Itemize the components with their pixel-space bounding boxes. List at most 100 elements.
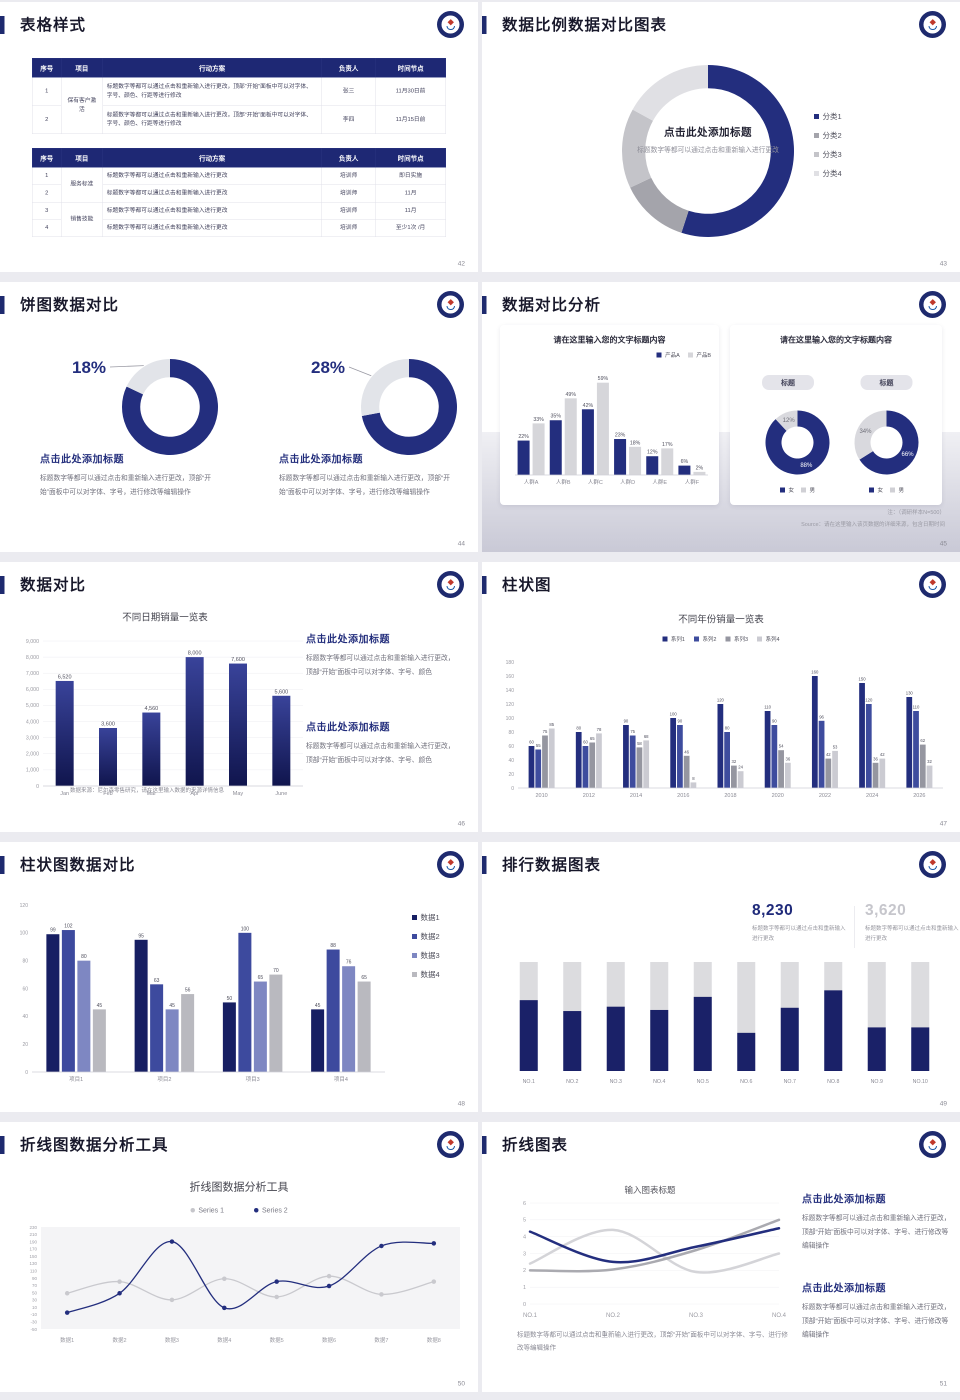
svg-text:160: 160: [811, 670, 819, 675]
donut-center-text: 点击此处添加标题 标题数字等都可以通过点击和重新输入进行更改: [637, 126, 779, 154]
school-badge-icon: [437, 571, 464, 598]
page-number: 44: [457, 539, 465, 548]
svg-text:180: 180: [506, 660, 515, 666]
slide-header: 数据对比: [0, 571, 478, 598]
svg-text:99: 99: [50, 928, 56, 934]
svg-text:2014: 2014: [630, 793, 642, 799]
table-row: 4 标题数字等都可以通过点击和重新输入进行更改 培训师 至少1次 /月: [32, 219, 446, 238]
legend-item: 女: [869, 486, 883, 494]
svg-text:102: 102: [64, 924, 73, 930]
svg-text:24: 24: [738, 765, 743, 770]
slide-51[interactable]: 折线图表 输入图表标题 0 1 2 3 4 5 6 NO.1 NO.2 NO.3 NO.4 标题数字…: [482, 1122, 960, 1392]
svg-text:20: 20: [508, 772, 514, 778]
svg-text:88: 88: [330, 943, 336, 949]
svg-text:3: 3: [523, 1251, 526, 1257]
slide-title: 排行数据图表: [502, 856, 601, 874]
svg-text:2: 2: [523, 1268, 526, 1274]
bar-card: 请在这里输入您的文字标题内容 产品A 产品B 22% 33% 人群A 35% 49% 人群B…: [500, 325, 719, 505]
svg-text:5,000: 5,000: [26, 703, 39, 709]
svg-text:34%: 34%: [859, 429, 872, 435]
slide-title: 数据比例数据对比图表: [502, 16, 667, 34]
svg-text:数据1: 数据1: [60, 1336, 74, 1344]
title-accent-bar: [482, 576, 487, 594]
stat-secondary: 3,620 标题数字等都可以通过点击和重新输入进行更改: [865, 901, 959, 942]
slide-42[interactable]: 表格样式 序号 项目 行动方案 负责人 时间节点 1 保有客户激活 标题数字等都可以通过点击…: [0, 2, 478, 272]
svg-text:人群A: 人群A: [524, 478, 539, 486]
slide-43[interactable]: 数据比例数据对比图表 点击此处添加标题 标题数字等都可以通过点击和重新输入进行更…: [482, 2, 960, 272]
table-row: 3 销售技能 标题数字等都可以通过点击和重新输入进行更改 培训师 11月: [32, 201, 446, 238]
svg-text:2010: 2010: [535, 793, 547, 799]
svg-text:28%: 28%: [311, 358, 345, 377]
page-number: 46: [457, 819, 465, 828]
svg-text:人群F: 人群F: [685, 478, 700, 486]
svg-text:4: 4: [523, 1234, 526, 1240]
svg-text:NO.10: NO.10: [913, 1079, 928, 1085]
school-badge-icon: [437, 291, 464, 318]
svg-text:数据7: 数据7: [374, 1336, 388, 1344]
table-row: 2 标题数字等都可以通过点击和重新输入进行更改，顶部“开始”面板中可以对字体、字号…: [32, 105, 446, 135]
slide-46[interactable]: 数据对比 不同日期销量一览表 0 1,000 2,000 3,000 4,000 5,00…: [0, 562, 478, 832]
svg-text:45: 45: [315, 1003, 321, 1009]
school-badge-icon: [919, 1131, 946, 1158]
slide-45[interactable]: 数据对比分析 请在这里输入您的文字标题内容 产品A 产品B 22% 33% 人群A 35…: [482, 282, 960, 552]
legend-item: 产品A: [656, 351, 680, 359]
slide-header: 数据对比分析: [482, 291, 960, 318]
slide-49[interactable]: 排行数据图表 8,230 标题数字等都可以通过点击和重新输入进行更改 3,620…: [482, 842, 960, 1112]
slide-44[interactable]: 饼图数据对比 18% 点击此处添加标题 标题数字等都可以通过点击和重新输入进行更…: [0, 282, 478, 552]
title-accent-bar: [0, 1136, 5, 1154]
svg-text:60: 60: [529, 740, 534, 745]
svg-text:40: 40: [508, 758, 514, 764]
svg-text:项目4: 项目4: [334, 1076, 348, 1083]
title-accent-bar: [0, 576, 5, 594]
grouped-bar-chart: 0204060801001201401601806055758520108060…: [506, 660, 943, 799]
svg-text:32: 32: [927, 759, 932, 764]
svg-text:3,600: 3,600: [101, 722, 115, 728]
caption-block: 点击此处添加标题 标题数字等都可以通过点击和重新输入进行更改，顶部“开始”面板中…: [40, 454, 211, 496]
slide-title: 柱状图数据对比: [20, 856, 136, 874]
svg-text:80: 80: [508, 730, 514, 736]
slide-header: 数据比例数据对比图表: [482, 11, 960, 38]
slide-48[interactable]: 柱状图数据对比 0 20 40 60 80 100 120 99 102 80 45 项目1 95 63 4…: [0, 842, 478, 1112]
text-block: 点击此处添加标题 标题数字等都可以通过点击和重新输入进行更改，顶部“开始”面板中…: [802, 1194, 951, 1250]
svg-text:66%: 66%: [902, 452, 915, 458]
page-number: 45: [939, 539, 947, 548]
svg-text:NO.1: NO.1: [523, 1313, 538, 1319]
slide-header: 排行数据图表: [482, 851, 960, 878]
source-note: Source：请在这里输入该页数据的详细来源，包含日期时间: [801, 521, 945, 528]
text-block: 点击此处添加标题 标题数字等都可以通过点击和重新输入进行更改，顶部“开始”面板中…: [802, 1283, 951, 1339]
svg-text:54: 54: [779, 744, 784, 749]
svg-text:140: 140: [506, 688, 515, 694]
text-block: 点击此处添加标题 标题数字等都可以通过点击和重新输入进行更改，顶部“开始”面板中…: [306, 722, 455, 764]
svg-text:60: 60: [583, 740, 588, 745]
svg-text:160: 160: [506, 674, 515, 680]
svg-text:NO.4: NO.4: [772, 1313, 787, 1319]
svg-text:95: 95: [138, 933, 144, 939]
donut-legend: 分类1 分类2 分类3 分类4: [814, 111, 842, 179]
svg-text:10: 10: [32, 1305, 38, 1310]
svg-text:6%: 6%: [681, 459, 689, 465]
slide-50[interactable]: 折线图数据分析工具 折线图数据分析工具 Series 1 Series 2 -50…: [0, 1122, 478, 1392]
page-number: 50: [457, 1379, 465, 1388]
svg-text:NO.1: NO.1: [523, 1079, 535, 1085]
svg-text:35%: 35%: [550, 414, 561, 420]
svg-text:人群B: 人群B: [556, 478, 571, 486]
stat-divider: [854, 906, 855, 948]
legend-item: 女: [780, 486, 794, 494]
donut-card: 请在这里输入您的文字标题内容 标题 标题 88% 12% 66% 34% 女男 女男: [730, 325, 942, 505]
svg-text:120: 120: [717, 698, 725, 703]
slide-title: 数据对比分析: [502, 296, 601, 314]
slide-47[interactable]: 柱状图 不同年份销量一览表 系列1 系列2 系列3 系列4 0 20 40 60 80 100 1…: [482, 562, 960, 832]
svg-text:100: 100: [241, 926, 250, 932]
footnote: 注：（调研样本N=500）: [887, 509, 945, 516]
svg-text:0: 0: [511, 786, 514, 792]
svg-text:June: June: [275, 791, 287, 797]
chart-title: 不同年份销量一览表: [678, 614, 764, 626]
ranking-bar-chart: NO.1 NO.2 NO.3 NO.4 NO.5 NO.6 NO.7 NO.8 NO.9 NO.1…: [519, 962, 930, 1085]
svg-text:20: 20: [22, 1042, 28, 1048]
slide-title: 数据对比: [20, 576, 86, 594]
svg-text:45: 45: [97, 1003, 103, 1009]
svg-text:6: 6: [523, 1201, 526, 1207]
svg-text:May: May: [233, 791, 244, 797]
series-legend: 系列1 系列2 系列3 系列4: [482, 635, 960, 643]
svg-text:23%: 23%: [615, 433, 626, 439]
